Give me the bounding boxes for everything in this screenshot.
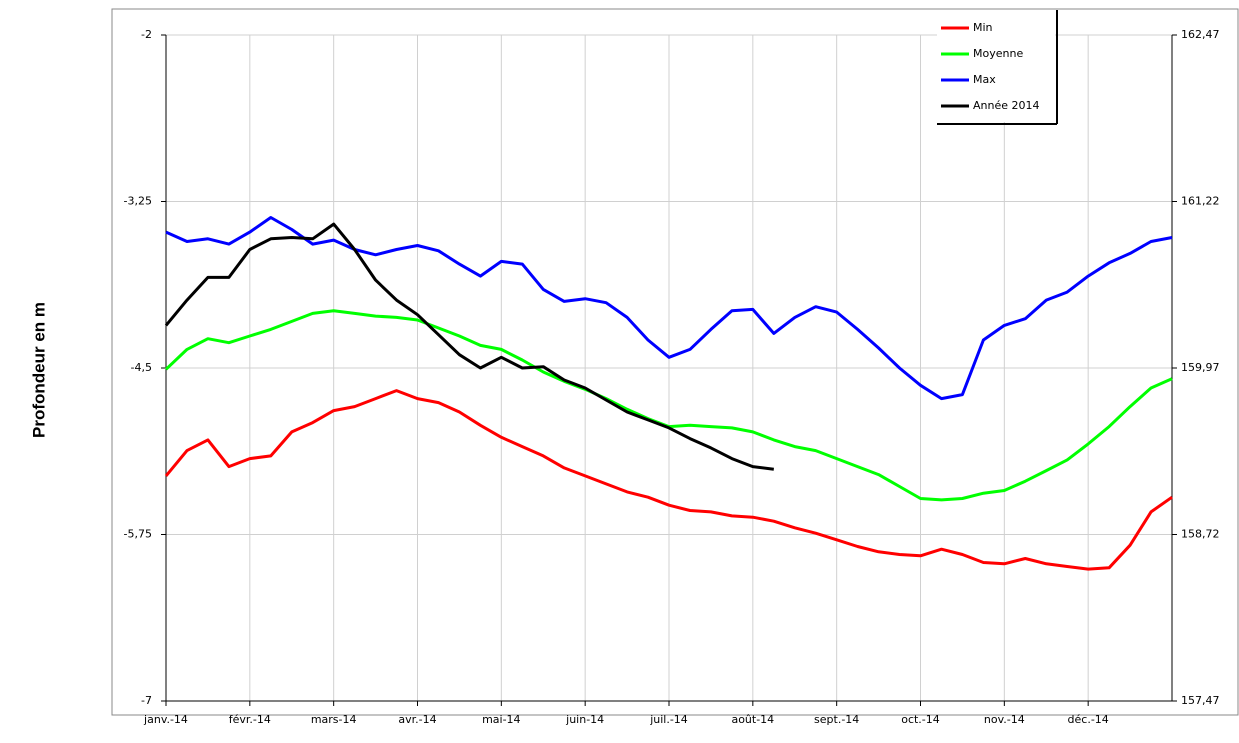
x-tick-label: juil.-14 [649,713,688,726]
legend-label: Moyenne [973,47,1023,60]
x-tick-label: avr.-14 [398,713,436,726]
legend-box [937,14,1055,122]
series-line [164,389,1173,571]
x-tick-label: mars-14 [311,713,357,726]
x-tick-label: févr.-14 [229,713,271,726]
x-tick-label: déc.-14 [1068,713,1109,726]
x-tick-label: mai-14 [482,713,520,726]
series-line [164,222,774,471]
y-tick-label: -2 [141,28,152,41]
y-tick-label: -7 [141,694,152,707]
y-tick-label: -4,5 [131,361,152,374]
y2-tick-label: 159,97 [1181,361,1220,374]
y2-tick-label: 161,22 [1181,195,1220,208]
x-tick-label: juin-14 [565,713,604,726]
y2-tick-label: 157,47 [1181,694,1220,707]
legend-label: Min [973,21,993,34]
y-tick-label: -5,75 [124,528,152,541]
legend-label: Max [973,73,996,86]
x-tick-label: nov.-14 [984,713,1025,726]
y-axis-title: Profondeur en m [29,302,48,438]
x-tick-label: août-14 [731,713,774,726]
x-tick-label: oct.-14 [901,713,940,726]
legend-label: Année 2014 [973,99,1040,112]
y-tick-label: -3,25 [124,195,152,208]
chart-frame [111,8,1239,716]
x-tick-label: sept.-14 [814,713,859,726]
y2-tick-label: 162,47 [1181,28,1220,41]
x-tick-label: janv.-14 [143,713,188,726]
series-line [165,216,1173,401]
y2-tick-label: 158,72 [1181,528,1220,541]
